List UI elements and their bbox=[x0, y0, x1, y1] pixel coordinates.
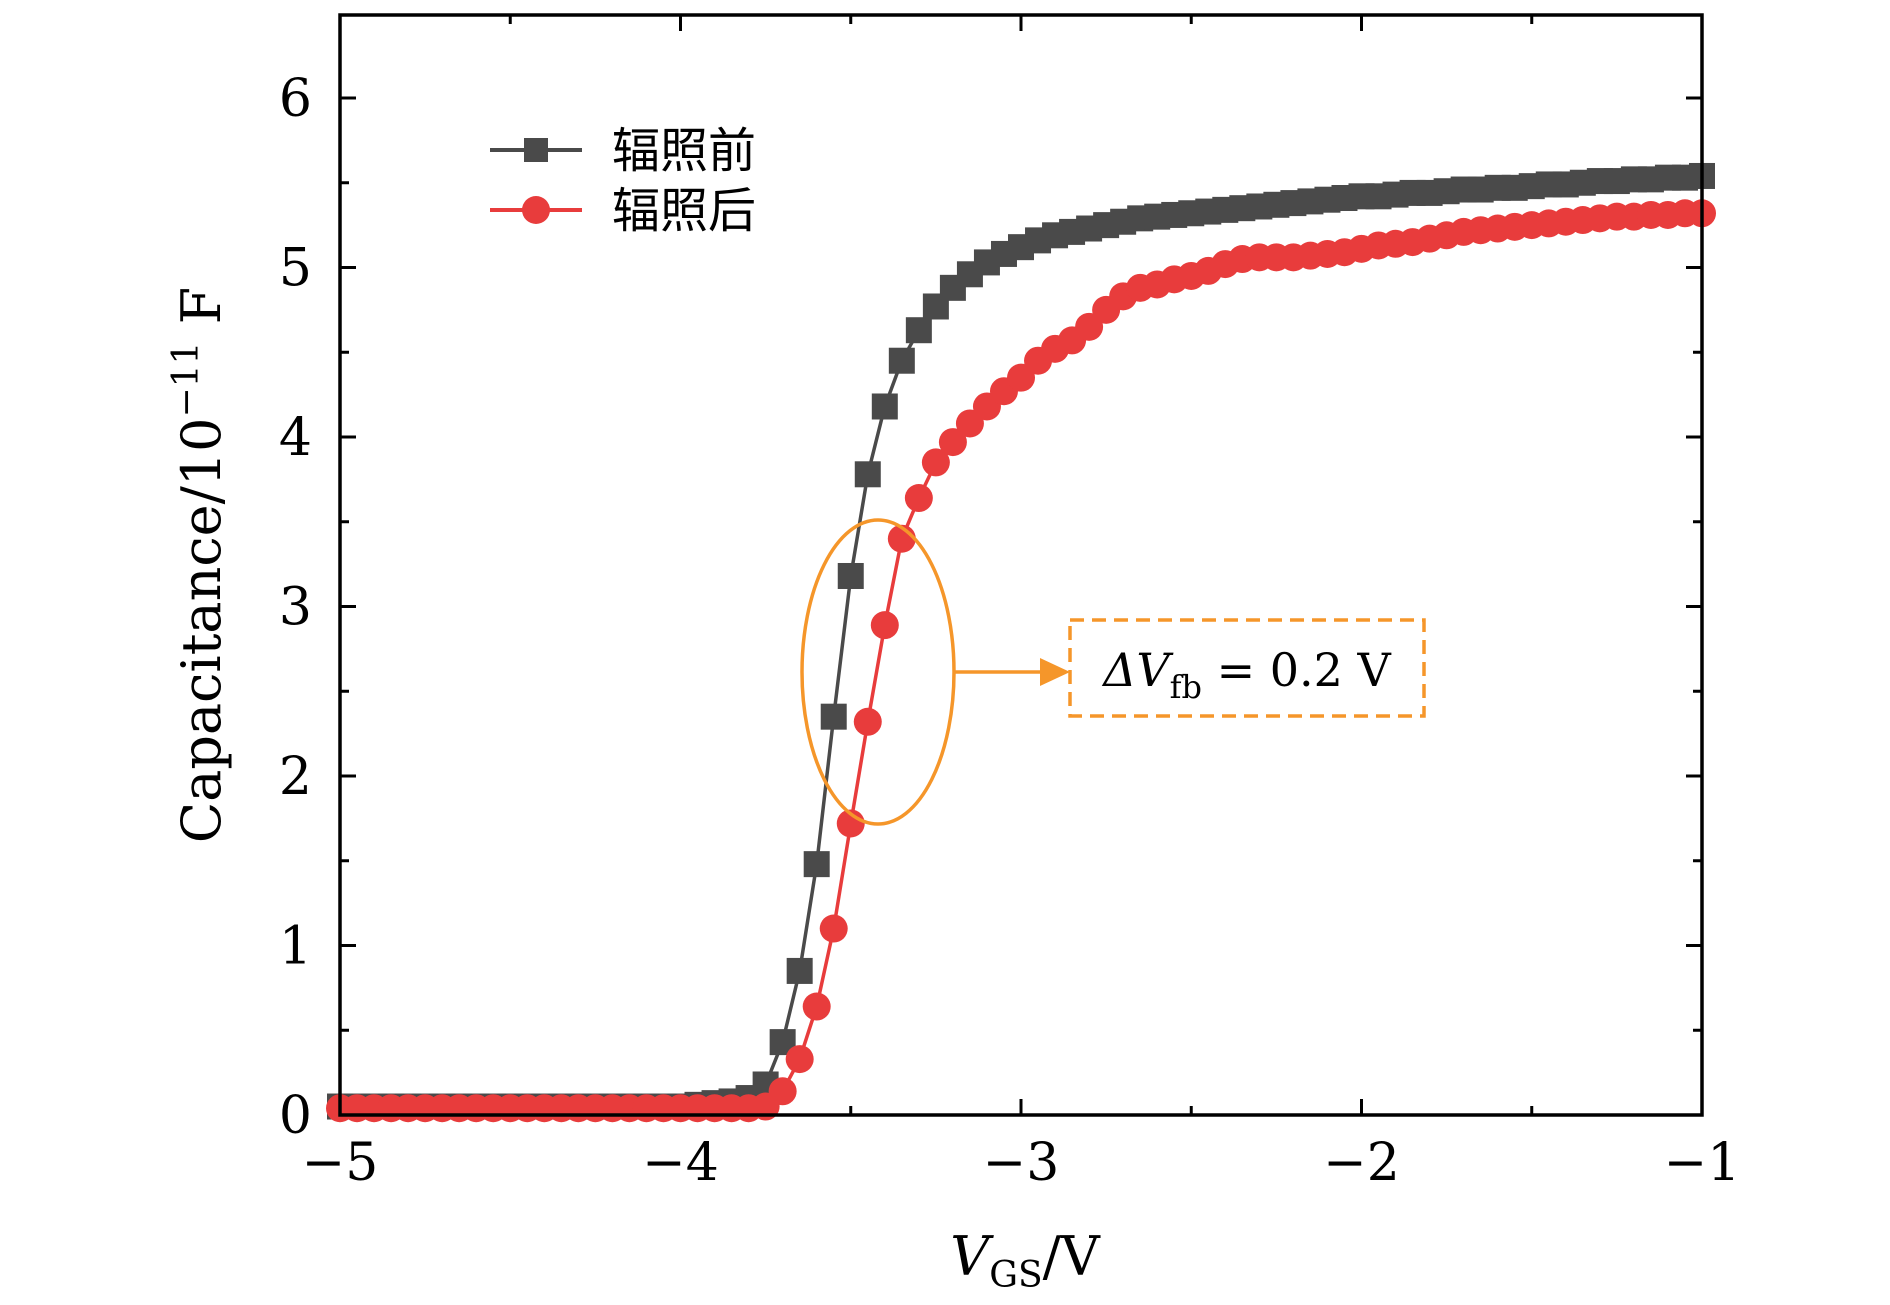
x-axis-title-subscript: GS bbox=[989, 1255, 1042, 1296]
legend-label-before: 辐照前 bbox=[612, 123, 756, 179]
data-point bbox=[803, 851, 830, 878]
series-line bbox=[340, 211, 1702, 1110]
data-point bbox=[955, 409, 984, 438]
x-axis-title-symbol: V bbox=[950, 1225, 994, 1288]
data-point bbox=[871, 393, 898, 420]
y-tick-label: 2 bbox=[279, 747, 312, 807]
annotation-subscript: fb bbox=[1170, 668, 1202, 706]
legend-label-after: 辐照后 bbox=[612, 183, 756, 239]
data-point bbox=[837, 562, 864, 589]
y-tick-label: 3 bbox=[279, 578, 312, 638]
annotation-text: ΔVfb = 0.2 V bbox=[1101, 643, 1391, 706]
y-axis-title-unit: F bbox=[170, 287, 233, 342]
data-point bbox=[870, 611, 899, 640]
annotation-box bbox=[1068, 618, 1426, 718]
data-point bbox=[819, 914, 848, 943]
data-point bbox=[786, 957, 813, 984]
data-point bbox=[768, 1077, 797, 1106]
data-point bbox=[1007, 363, 1035, 392]
plot-frame bbox=[338, 13, 1704, 1117]
y-axis-title-exponent: −11 bbox=[166, 342, 207, 418]
data-point bbox=[854, 461, 881, 488]
legend-marker-after bbox=[522, 196, 550, 224]
y-axis-title-prefix: Capacitance/10 bbox=[170, 418, 233, 844]
y-tick-label: 4 bbox=[279, 408, 312, 468]
data-point bbox=[921, 448, 950, 477]
x-tick-label: −3 bbox=[983, 1133, 1060, 1193]
annotation: ΔVfb = 0.2 V bbox=[800, 518, 1426, 826]
series-0 bbox=[327, 162, 1715, 1120]
x-tick-label: −4 bbox=[642, 1133, 719, 1193]
data-point bbox=[1075, 312, 1104, 341]
legend: 辐照前 辐照后 bbox=[490, 123, 756, 239]
y-tick-label: 6 bbox=[279, 69, 312, 129]
data-point bbox=[802, 992, 831, 1021]
legend-marker-before bbox=[524, 138, 548, 162]
series-layer bbox=[326, 162, 1716, 1123]
y-tick-label: 1 bbox=[279, 917, 312, 977]
x-axis-title-unit: /V bbox=[1043, 1225, 1101, 1288]
y-tick-label: 5 bbox=[279, 239, 312, 299]
annotation-value: = 0.2 V bbox=[1202, 643, 1392, 697]
data-point bbox=[853, 707, 882, 736]
data-point bbox=[938, 428, 967, 457]
data-point bbox=[888, 347, 915, 374]
data-point bbox=[785, 1045, 814, 1074]
y-axis-title: Capacitance/10−11 F bbox=[166, 287, 233, 843]
series-line bbox=[340, 174, 1703, 1109]
annotation-arrow-head bbox=[1040, 658, 1070, 686]
ticks-layer: −5 −4 −3 −2 −1 0 1 2 3 4 5 6 bbox=[279, 15, 1740, 1193]
x-tick-label: −1 bbox=[1664, 1133, 1741, 1193]
data-point bbox=[836, 809, 865, 838]
y-tick-label: 0 bbox=[279, 1086, 312, 1146]
data-point bbox=[820, 703, 847, 730]
data-point bbox=[905, 317, 932, 344]
x-axis-title: VGS/V bbox=[950, 1225, 1101, 1296]
x-tick-label: −2 bbox=[1323, 1133, 1400, 1193]
series-1 bbox=[326, 199, 1716, 1123]
data-point bbox=[904, 484, 933, 513]
x-tick-label: −5 bbox=[302, 1133, 379, 1193]
annotation-delta: ΔV bbox=[1101, 643, 1174, 697]
